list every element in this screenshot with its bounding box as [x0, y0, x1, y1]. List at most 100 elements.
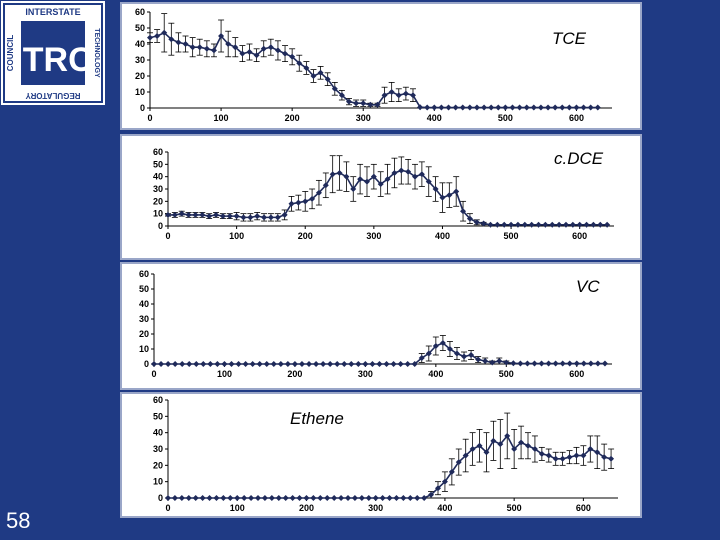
data-point: [466, 104, 473, 111]
data-point: [510, 360, 517, 367]
data-point: [303, 495, 310, 501]
data-point: [338, 92, 345, 99]
data-point: [468, 352, 475, 358]
data-point: [490, 437, 497, 444]
data-point: [435, 485, 441, 492]
data-point: [538, 450, 545, 457]
y-tick-label: 10: [135, 87, 145, 97]
data-point: [481, 104, 488, 111]
x-tick-label: 100: [229, 231, 244, 241]
data-point: [327, 361, 334, 367]
data-point: [228, 361, 235, 367]
data-point: [425, 178, 432, 185]
data-point: [241, 495, 248, 501]
data-point: [171, 211, 178, 218]
data-point: [418, 171, 425, 178]
data-point: [386, 495, 393, 501]
data-point: [348, 361, 355, 367]
data-point: [281, 211, 288, 218]
y-tick-label: 0: [144, 359, 149, 369]
data-point: [439, 340, 446, 346]
data-point: [445, 104, 452, 111]
y-tick-label: 0: [140, 103, 145, 113]
data-point: [363, 178, 370, 185]
data-point: [206, 213, 213, 220]
data-point: [317, 69, 324, 76]
data-point: [147, 34, 153, 41]
y-tick-label: 50: [139, 284, 149, 294]
data-point: [267, 214, 274, 221]
data-point: [343, 173, 350, 180]
data-point: [345, 495, 351, 501]
data-point: [425, 350, 432, 357]
logo-center-block: [21, 21, 85, 85]
data-point: [179, 361, 186, 367]
data-point: [556, 221, 563, 228]
data-point: [324, 495, 331, 501]
data-point: [186, 361, 193, 367]
data-point: [428, 491, 435, 498]
data-point: [261, 214, 268, 221]
data-point: [189, 44, 196, 51]
data-point: [178, 210, 185, 217]
x-tick-label: 0: [147, 113, 152, 123]
logo-right-text: TECHNOLOGY: [93, 28, 100, 78]
data-point: [206, 495, 213, 501]
data-point: [483, 449, 490, 456]
data-point: [531, 446, 538, 452]
data-point: [289, 495, 296, 501]
x-tick-label: 100: [217, 369, 232, 379]
data-point: [284, 361, 291, 367]
data-point: [154, 33, 161, 39]
data-point: [351, 495, 358, 501]
data-point: [302, 198, 309, 205]
data-point: [525, 442, 531, 449]
data-point: [502, 104, 509, 111]
data-point: [207, 361, 214, 367]
data-point: [253, 52, 260, 59]
data-point: [412, 173, 419, 180]
chart-title: TCE: [552, 29, 587, 48]
data-point: [317, 495, 324, 501]
data-point: [587, 104, 594, 111]
data-point: [331, 495, 338, 501]
data-point: [303, 65, 310, 71]
data-point: [509, 104, 516, 111]
data-point: [517, 360, 524, 367]
data-point: [310, 73, 317, 79]
data-point: [504, 432, 511, 439]
data-point: [473, 104, 480, 111]
y-tick-label: 20: [135, 71, 145, 81]
data-point: [552, 455, 559, 462]
chart-panel-ethene: 0 10 20 30 40 50 60 0 100 200 300 400 500 600 Ethene: [120, 392, 642, 518]
data-point: [365, 495, 372, 501]
data-point: [239, 50, 246, 57]
data-point: [466, 215, 473, 222]
data-point: [501, 221, 508, 228]
data-point: [377, 181, 384, 188]
data-point: [296, 60, 303, 67]
x-tick-label: 300: [358, 369, 373, 379]
data-point: [455, 459, 462, 466]
data-point: [249, 361, 256, 367]
y-tick-label: 30: [139, 314, 149, 324]
data-point: [214, 361, 221, 367]
data-point: [402, 90, 409, 97]
data-point: [350, 186, 357, 192]
data-point: [341, 361, 348, 367]
chart-panel-vc: 0 10 20 30 40 50 60 0 100 200 300 400 500 600 VC: [120, 262, 642, 390]
data-point: [306, 361, 313, 367]
data-point: [182, 41, 189, 47]
y-tick-label: 40: [153, 172, 163, 182]
x-tick-label: 300: [368, 503, 383, 513]
data-point: [576, 221, 583, 228]
data-point: [508, 221, 515, 228]
data-point: [393, 495, 400, 501]
data-point: [196, 44, 203, 51]
x-tick-label: 400: [427, 113, 442, 123]
data-point: [295, 199, 302, 206]
data-point: [172, 361, 179, 367]
data-point: [438, 104, 445, 111]
